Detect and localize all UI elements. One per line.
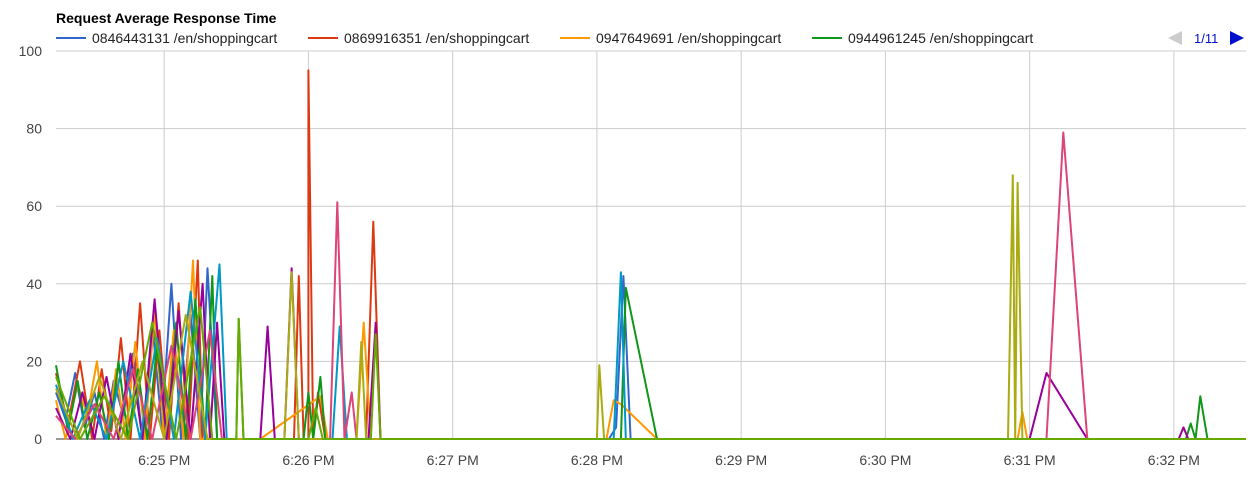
series-line-6 [55,131,1246,440]
legend-label: 0846443131 /en/shoppingcart [92,30,277,46]
legend-label: 0869916351 /en/shoppingcart [344,30,529,46]
x-tick-label: 6:27 PM [427,452,479,468]
chart-title: Request Average Response Time [56,10,277,26]
series-line-8 [55,306,1246,440]
series-line-3 [55,275,1246,440]
legend-pager: 1/11 [1168,31,1244,46]
x-tick-label: 6:26 PM [282,452,334,468]
series-lines [55,69,1246,440]
legend-label: 0944961245 /en/shoppingcart [848,30,1033,46]
y-tick-label: 60 [26,198,42,214]
x-tick-label: 6:29 PM [715,452,767,468]
pager-next-icon[interactable] [1230,31,1244,45]
y-tick-label: 0 [34,431,42,447]
y-tick-label: 100 [19,43,43,59]
legend: 0846443131 /en/shoppingcart 0869916351 /e… [56,30,1033,46]
y-tick-label: 20 [26,353,42,369]
y-axis: 0 20 40 60 80 100 [19,43,43,447]
x-tick-label: 6:30 PM [859,452,911,468]
x-tick-label: 6:25 PM [138,452,190,468]
y-tick-label: 80 [26,121,42,137]
pager-prev-icon[interactable] [1168,31,1182,45]
pager-label: 1/11 [1194,31,1218,46]
x-tick-label: 6:32 PM [1148,452,1200,468]
series-line-1 [55,69,1246,440]
legend-label: 0947649691 /en/shoppingcart [596,30,781,46]
y-tick-label: 40 [26,276,42,292]
series-line-7 [55,174,1246,440]
x-axis: 6:25 PM 6:26 PM 6:27 PM 6:28 PM 6:29 PM 6:30 … [138,452,1200,468]
x-tick-label: 6:31 PM [1004,452,1056,468]
grid [56,50,1246,440]
x-tick-label: 6:28 PM [571,452,623,468]
